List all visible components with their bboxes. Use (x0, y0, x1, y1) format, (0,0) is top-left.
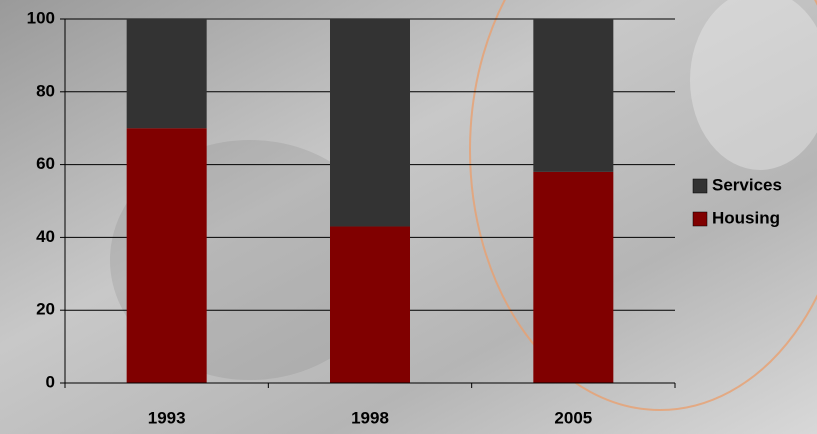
y-tick-label: 40 (36, 227, 55, 246)
bar-segment (126, 19, 207, 129)
legend-swatch (692, 178, 708, 194)
x-tick-label: 2005 (554, 408, 592, 427)
legend-label: Housing (712, 208, 780, 227)
legend-swatch (692, 211, 708, 227)
bar-segment (533, 19, 614, 172)
bar-segment (330, 226, 410, 383)
y-tick-label: 60 (36, 154, 55, 173)
y-tick-label: 20 (36, 300, 55, 319)
background-shape (690, 0, 817, 170)
y-tick-label: 100 (27, 8, 55, 27)
y-tick-label: 0 (46, 372, 55, 391)
bar-segment (330, 19, 410, 227)
x-tick-label: 1993 (148, 408, 186, 427)
y-tick-label: 80 (36, 81, 55, 100)
x-tick-label: 1998 (351, 408, 389, 427)
bar-segment (533, 171, 614, 383)
legend-label: Services (712, 175, 782, 194)
background-arc (469, 0, 817, 411)
bar-segment (126, 128, 207, 383)
